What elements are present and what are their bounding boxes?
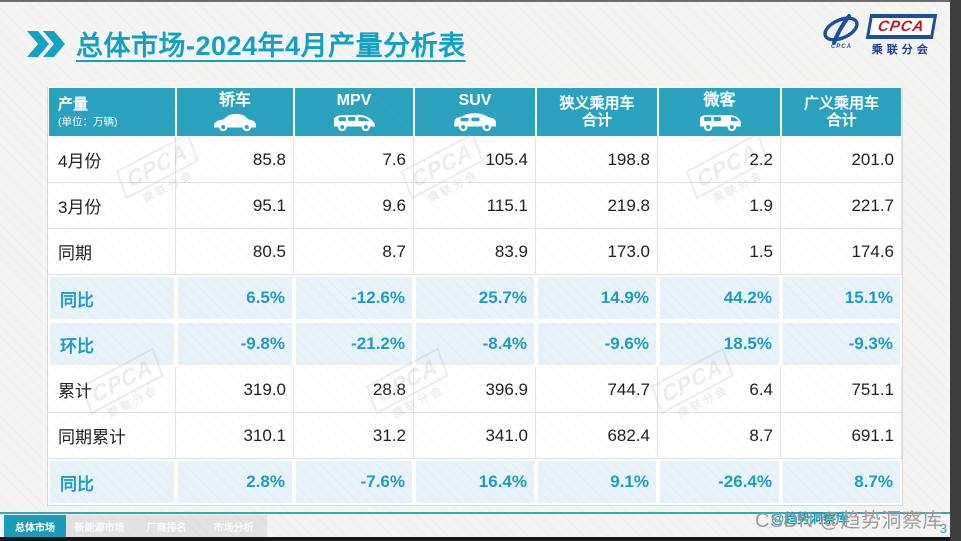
footer-divider xyxy=(0,512,950,514)
table-cell: 85.8 xyxy=(176,137,294,183)
table-cell: 744.7 xyxy=(536,367,658,413)
table-cell: 31.2 xyxy=(294,413,414,459)
row-label: 同比 xyxy=(48,459,176,505)
column-header-microvan: 微客 xyxy=(658,87,781,137)
cpca-brand-label: CPCA xyxy=(869,16,934,37)
table-cell: 198.8 xyxy=(536,137,658,183)
table-cell: 8.7 xyxy=(658,413,781,459)
table-cell: -9.3% xyxy=(781,321,902,367)
table-cell: 219.8 xyxy=(536,183,658,229)
table-cell: 83.9 xyxy=(414,229,536,275)
table-cell: -12.6% xyxy=(294,275,414,321)
table-cell: 80.5 xyxy=(176,229,294,275)
table-cell: 14.9% xyxy=(536,275,658,321)
table-cell: 115.1 xyxy=(414,183,536,229)
right-border xyxy=(950,0,961,541)
table-cell: 9.1% xyxy=(536,459,658,505)
bottom-border xyxy=(0,537,950,541)
table-cell: -8.4% xyxy=(414,321,536,367)
table-cell: 2.2 xyxy=(658,137,781,183)
page-number: 3 xyxy=(939,521,947,536)
table-cell: 173.0 xyxy=(536,229,658,275)
table-cell: 8.7 xyxy=(294,229,414,275)
row-label: 同期累计 xyxy=(48,413,176,459)
table-cell: 105.4 xyxy=(414,137,536,183)
table-cell: 341.0 xyxy=(414,413,536,459)
production-table: 产量 (单位：万辆) 轿车 MPV xyxy=(47,87,903,506)
top-border xyxy=(0,0,950,2)
column-header-mpv: MPV xyxy=(294,87,414,137)
unit-label: (单位：万辆) xyxy=(58,115,118,128)
row-label: 累计 xyxy=(48,367,176,413)
sedan-icon xyxy=(214,114,256,132)
tab-market-analysis[interactable]: 市场分析 xyxy=(200,515,267,537)
tab-overall-market[interactable]: 总体市场 xyxy=(4,515,66,537)
table-cell: 310.1 xyxy=(176,413,294,459)
table-cell: -9.6% xyxy=(536,321,658,367)
column-header-broad-pv-total: 广义乘用车 合计 xyxy=(781,87,902,137)
row-label: 同期 xyxy=(48,229,176,275)
tab-nev-market[interactable]: 新能源市场 xyxy=(66,515,133,537)
cpca-logo: CPCA CPCA 乘联分会 xyxy=(819,14,938,57)
table-cell: -26.4% xyxy=(658,459,781,505)
table-cell: 319.0 xyxy=(176,367,294,413)
table-cell: 7.6 xyxy=(294,137,414,183)
column-header-suv: SUV xyxy=(414,87,536,137)
table-cell: 1.9 xyxy=(658,183,781,229)
table-cell: 6.5% xyxy=(176,275,294,321)
table-cell: -9.8% xyxy=(176,321,294,367)
table-cell: 174.6 xyxy=(781,229,902,275)
table-cell: -7.6% xyxy=(294,459,414,505)
table-cell: -21.2% xyxy=(294,321,414,367)
csdn-watermark-teal: @趋势洞察库 xyxy=(771,511,849,526)
table-cell: 691.1 xyxy=(781,413,902,459)
table-cell: 8.7% xyxy=(781,459,902,505)
csdn-watermark: CSDN @趋势洞察库 xyxy=(754,510,943,532)
cpca-subtitle: 乘联分会 xyxy=(871,44,932,56)
cpca-swoosh-icon xyxy=(823,14,860,45)
double-chevron-icon xyxy=(27,30,65,57)
tab-oem-ranking[interactable]: 厂商排名 xyxy=(133,515,200,537)
table-cell: 682.4 xyxy=(536,413,658,459)
column-header-narrow-pv-total: 狭义乘用车 合计 xyxy=(536,87,658,137)
table-cell: 95.1 xyxy=(176,183,294,229)
column-header-metric: 产量 (单位：万辆) xyxy=(48,87,176,137)
table-cell: 44.2% xyxy=(658,275,781,321)
table-cell: 15.1% xyxy=(781,275,902,321)
table-cell: 1.5 xyxy=(658,229,781,275)
table-cell: 201.0 xyxy=(781,137,902,183)
mpv-icon xyxy=(334,115,376,132)
table-cell: 2.8% xyxy=(176,459,294,505)
table-cell: 28.8 xyxy=(294,367,414,413)
table-cell: 9.6 xyxy=(294,183,414,229)
title-block: 总体市场-2024年4月产量分析表 xyxy=(26,24,466,63)
microvan-icon xyxy=(699,115,741,132)
row-label: 3月份 xyxy=(48,183,176,229)
row-label: 同比 xyxy=(48,275,176,321)
row-label: 环比 xyxy=(48,321,176,367)
table-cell: 18.5% xyxy=(658,321,781,367)
table-cell: 16.4% xyxy=(414,459,536,505)
row-label: 4月份 xyxy=(48,137,176,183)
suv-icon xyxy=(454,113,496,132)
cpca-small-label: CPCA xyxy=(830,44,852,50)
column-header-sedan: 轿车 xyxy=(176,87,294,137)
table-cell: 221.7 xyxy=(781,183,902,229)
table-cell: 25.7% xyxy=(414,275,536,321)
cpca-box: CPCA xyxy=(866,14,938,39)
table-cell: 396.9 xyxy=(414,367,536,413)
table-cell: 6.4 xyxy=(658,367,781,413)
slide-tab-bar: 总体市场 新能源市场 厂商排名 市场分析 xyxy=(4,515,267,537)
table-cell: 751.1 xyxy=(781,367,902,413)
page-title: 总体市场-2024年4月产量分析表 xyxy=(76,31,466,61)
